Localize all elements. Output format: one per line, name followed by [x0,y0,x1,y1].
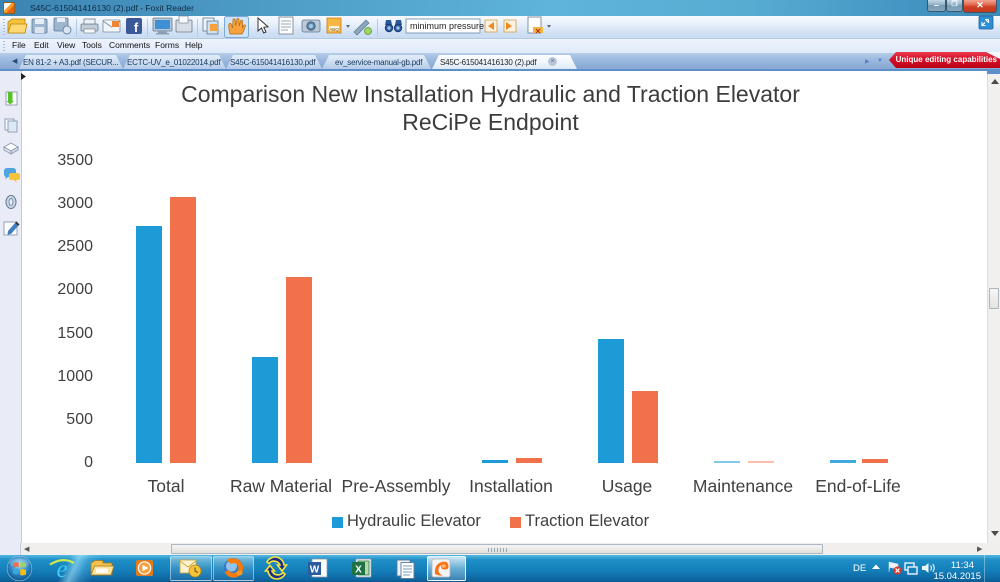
svg-text:e: e [56,556,67,582]
svg-text:15.04.2015: 15.04.2015 [933,571,981,582]
svg-text:W: W [310,565,320,576]
svg-text:X: X [355,565,362,576]
svg-text:f: f [134,20,139,35]
svg-text:11:34: 11:34 [951,560,974,571]
svg-text:minimum pressure: minimum pressure [410,21,484,31]
svg-text:DE: DE [853,563,866,574]
svg-text:ABQ: ABQ [329,27,339,32]
